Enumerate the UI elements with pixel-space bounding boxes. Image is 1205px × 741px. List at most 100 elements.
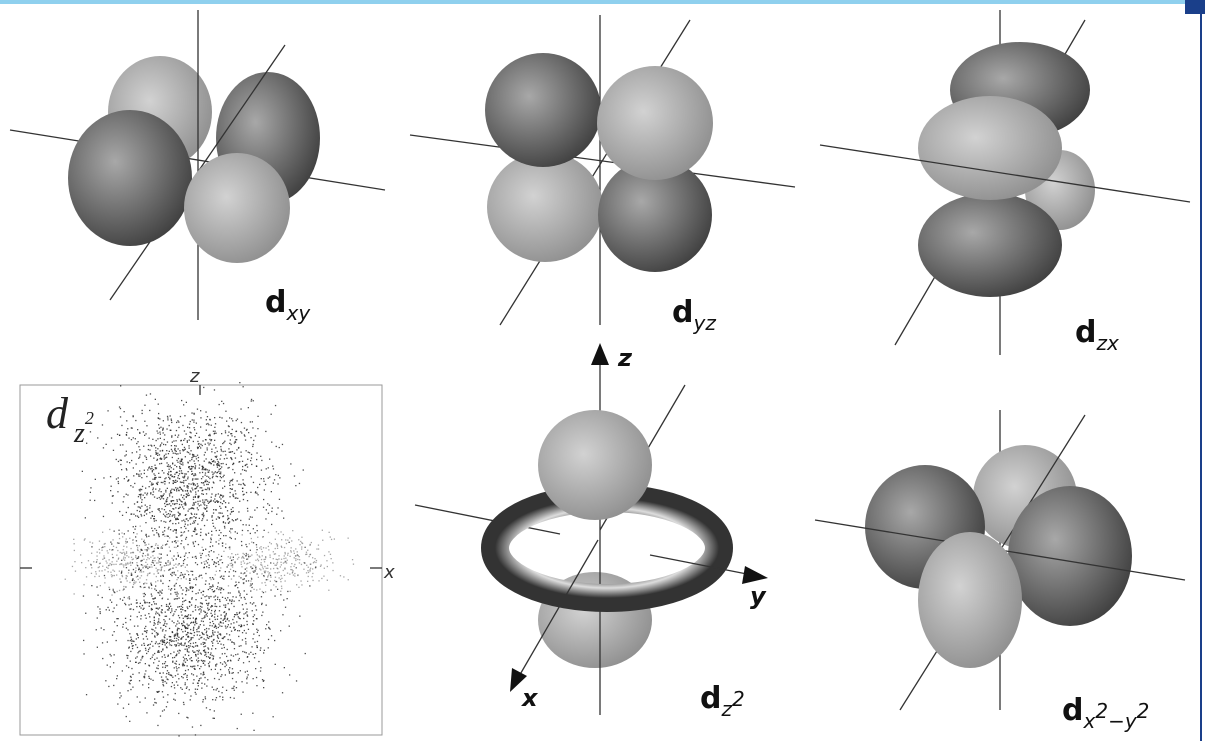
density-dot <box>253 634 254 635</box>
density-dot <box>264 561 265 562</box>
density-dot <box>127 640 128 641</box>
density-dot <box>202 633 203 634</box>
orbital-label: dx2−y2 <box>1062 693 1149 733</box>
density-dot <box>295 485 296 486</box>
density-dot <box>167 560 168 561</box>
density-dot <box>174 503 175 504</box>
density-dot <box>188 669 189 670</box>
density-dot <box>294 553 295 554</box>
density-dot <box>291 551 292 552</box>
density-dot <box>155 643 156 644</box>
density-dot <box>206 507 207 508</box>
density-dot <box>272 508 273 509</box>
density-dot <box>195 488 196 489</box>
density-dot <box>146 559 147 560</box>
density-dot <box>218 493 219 494</box>
density-dot <box>196 676 197 677</box>
density-dot <box>159 607 160 608</box>
density-dot <box>188 589 189 590</box>
label-base: d <box>1062 693 1083 728</box>
density-dot <box>167 642 168 643</box>
density-dot <box>131 639 132 640</box>
density-dot <box>283 558 284 559</box>
density-dot <box>209 551 210 552</box>
density-dot <box>144 602 145 603</box>
density-dot <box>223 476 224 477</box>
density-dot <box>167 541 168 542</box>
density-dot <box>248 452 249 453</box>
density-dot <box>230 563 231 564</box>
density-dot <box>247 500 248 501</box>
density-dot <box>138 579 139 580</box>
density-dot <box>260 650 261 651</box>
density-dot <box>212 655 213 656</box>
density-dot <box>237 419 238 420</box>
density-dot <box>223 515 224 516</box>
density-dot <box>168 655 169 656</box>
density-dot <box>179 467 180 468</box>
density-dot <box>212 487 213 488</box>
density-dot <box>154 588 155 589</box>
density-dot <box>176 430 177 431</box>
density-dot <box>348 579 349 580</box>
density-dot <box>245 439 246 440</box>
density-dot <box>164 481 165 482</box>
density-dot <box>149 505 150 506</box>
density-dot <box>127 481 128 482</box>
density-dot <box>158 534 159 535</box>
density-dot <box>330 554 331 555</box>
density-dot <box>227 660 228 661</box>
density-dot <box>131 643 132 644</box>
density-dot <box>160 434 161 435</box>
density-dot <box>183 440 184 441</box>
density-dot <box>163 697 164 698</box>
density-dot <box>170 550 171 551</box>
density-dot <box>209 619 210 620</box>
density-dot <box>177 596 178 597</box>
density-dot <box>215 606 216 607</box>
density-dot <box>200 624 201 625</box>
density-dot <box>246 546 247 547</box>
density-dot <box>195 655 196 656</box>
density-dot <box>135 557 136 558</box>
density-dot <box>199 518 200 519</box>
density-dot <box>159 590 160 591</box>
density-dot <box>132 578 133 579</box>
density-dot <box>163 420 164 421</box>
density-dot <box>323 576 324 577</box>
density-dot <box>182 497 183 498</box>
density-dot <box>289 542 290 543</box>
density-dot <box>167 441 168 442</box>
density-dot <box>232 619 233 620</box>
density-dot <box>201 603 202 604</box>
density-dot <box>235 441 236 442</box>
density-dot <box>174 611 175 612</box>
density-dot <box>255 435 256 436</box>
density-dot <box>198 626 199 627</box>
density-dot <box>83 640 84 641</box>
density-dot <box>233 463 234 464</box>
density-dot <box>203 617 204 618</box>
density-dot <box>243 494 244 495</box>
density-dot <box>185 456 186 457</box>
density-dot <box>152 489 153 490</box>
density-dot <box>90 431 91 432</box>
density-dot <box>135 526 136 527</box>
density-dot <box>213 591 214 592</box>
density-dot <box>246 580 247 581</box>
density-dot <box>269 555 270 556</box>
density-dot <box>188 651 189 652</box>
density-dot <box>126 512 127 513</box>
density-dot <box>126 716 127 717</box>
density-dot <box>189 448 190 449</box>
density-dot <box>253 616 254 617</box>
density-dot <box>163 444 164 445</box>
density-dot <box>233 520 234 521</box>
density-dot <box>227 649 228 650</box>
density-dot <box>188 445 189 446</box>
density-dot <box>282 614 283 615</box>
density-dot <box>146 618 147 619</box>
density-dot <box>218 535 219 536</box>
density-dot <box>184 473 185 474</box>
density-dot <box>257 487 258 488</box>
